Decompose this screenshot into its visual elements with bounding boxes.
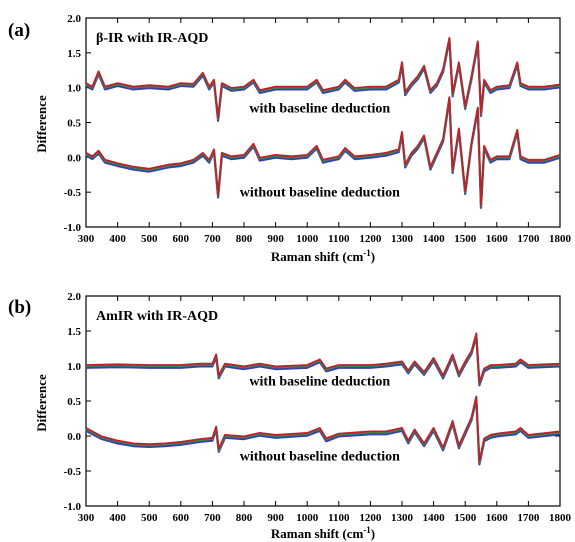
panel-a-xtick-label: 500 [141, 233, 158, 245]
panel-a-annotation: with baseline deduction [249, 102, 390, 117]
panel-b-xtick-label: 1800 [549, 512, 572, 524]
panel-b-xtick-label: 300 [78, 512, 95, 524]
panel-b-xtick-label: 1200 [359, 512, 382, 524]
panel-a-series-line [85, 96, 561, 207]
panel-a-xtick-label: 1400 [423, 233, 446, 245]
panel-b-plot-frame [85, 295, 561, 507]
panel-b-xtick-label: 1000 [296, 512, 319, 524]
panel-b-xtick-label: 1700 [517, 512, 540, 524]
panel-b-title: AmIR with IR-AQD [96, 309, 218, 324]
panel-a-xtick-label: 900 [267, 233, 284, 245]
panel-b-xtick-label: 1100 [328, 512, 350, 524]
panel-b-xlabel-sup: -1 [363, 525, 371, 535]
panel-a-annotation: without baseline deduction [240, 185, 400, 200]
panel-a-ytick-label: 1.5 [67, 48, 81, 60]
panel-b-ytick-label: 0.5 [67, 396, 81, 408]
panel-b-xtick-label: 600 [173, 512, 190, 524]
panel-a-xtick-label: 1700 [517, 233, 540, 245]
panel-b-ytick-label: -1.0 [64, 501, 82, 513]
panel-a-xtick-label: 400 [109, 233, 126, 245]
panel-a-annotations: with baseline deduction without baseline … [240, 102, 400, 201]
panel-a-ylabel: Difference [34, 95, 49, 153]
panel-b-xtick-label: 1300 [391, 512, 414, 524]
panel-b-xtick-label: 800 [236, 512, 253, 524]
panel-b-xtick-label: 500 [141, 512, 158, 524]
panel-b-ytick-label: 0.0 [67, 431, 81, 443]
panel-a: (a) Difference 300 400 500 600 700 800 900 1000… [8, 13, 572, 264]
panel-b-ytick-label: -0.5 [64, 466, 82, 478]
panel-a-xtick-label: 300 [78, 233, 95, 245]
panel-b-series-line [85, 395, 561, 463]
panel-b-xtick-label: 900 [267, 512, 284, 524]
panel-a-xtick-label: 1500 [454, 233, 477, 245]
panel-a-xtick-label: 700 [204, 233, 221, 245]
panel-b-xlabel-main: Raman shift (cm [271, 526, 364, 541]
panel-b-series-line [85, 332, 561, 384]
panel-b-series [85, 332, 561, 466]
panel-b-xlabel: Raman shift (cm-1) [271, 525, 375, 541]
panel-a-ytick-label: 0.5 [67, 118, 81, 130]
panel-b-ytick-label: 1.5 [67, 326, 81, 338]
panel-b-ylabel: Difference [34, 374, 49, 432]
panel-a-ytick-label: 2.0 [67, 13, 81, 25]
panel-a-ytick-label: -0.5 [64, 187, 82, 199]
panel-a-xtick-label: 1600 [486, 233, 509, 245]
panel-a-xtick-label: 600 [173, 233, 190, 245]
panel-a-xtick-label: 800 [236, 233, 253, 245]
panel-a-xtick-label: 1100 [328, 233, 350, 245]
panel-b-xtick-label: 400 [109, 512, 126, 524]
panel-a-xtick-label: 1300 [391, 233, 414, 245]
panel-a-ytick-label: 1.0 [67, 83, 81, 95]
panel-b: (b) Difference 300 400 500 600 700 800 900 1000… [8, 291, 572, 541]
panel-a-title: β-IR with IR-AQD [96, 31, 208, 46]
panel-a-xlabel-sup: -1 [363, 248, 371, 258]
panel-a-label: (a) [8, 20, 30, 41]
panel-b-xlabel-close: ) [371, 526, 375, 541]
panel-b-ytick-label: 1.0 [67, 361, 81, 373]
panel-a-series-line [85, 37, 561, 119]
panel-a-ytick-label: -1.0 [64, 222, 82, 234]
panel-b-label: (b) [8, 297, 31, 318]
panel-b-ticks: 300 400 500 600 700 800 900 1000 1100 1200 1300 140… [64, 291, 572, 524]
panel-b-xtick-label: 1400 [423, 512, 446, 524]
panel-b-xtick-label: 700 [204, 512, 221, 524]
panel-a-xtick-label: 1200 [359, 233, 382, 245]
panel-b-xtick-label: 1600 [486, 512, 509, 524]
panel-b-annotation: with baseline deduction [249, 375, 390, 390]
panel-a-ticks: 300 400 500 600 700 800 900 1000 1100 1200 1300 140… [64, 13, 572, 245]
panel-b-ytick-label: 2.0 [67, 291, 81, 303]
panel-a-ytick-label: 0.0 [67, 152, 81, 164]
panel-a-xtick-label: 1800 [549, 233, 572, 245]
panel-a-xlabel: Raman shift (cm-1) [271, 248, 375, 264]
panel-a-xtick-label: 1000 [296, 233, 319, 245]
panel-a-series [85, 37, 561, 209]
panel-b-annotations: with baseline deduction without baseline … [240, 375, 400, 465]
panel-b-annotation: without baseline deduction [240, 450, 400, 465]
panel-b-xtick-label: 1500 [454, 512, 477, 524]
panel-a-xlabel-main: Raman shift (cm [271, 249, 364, 264]
panel-a-xlabel-close: ) [371, 249, 375, 264]
